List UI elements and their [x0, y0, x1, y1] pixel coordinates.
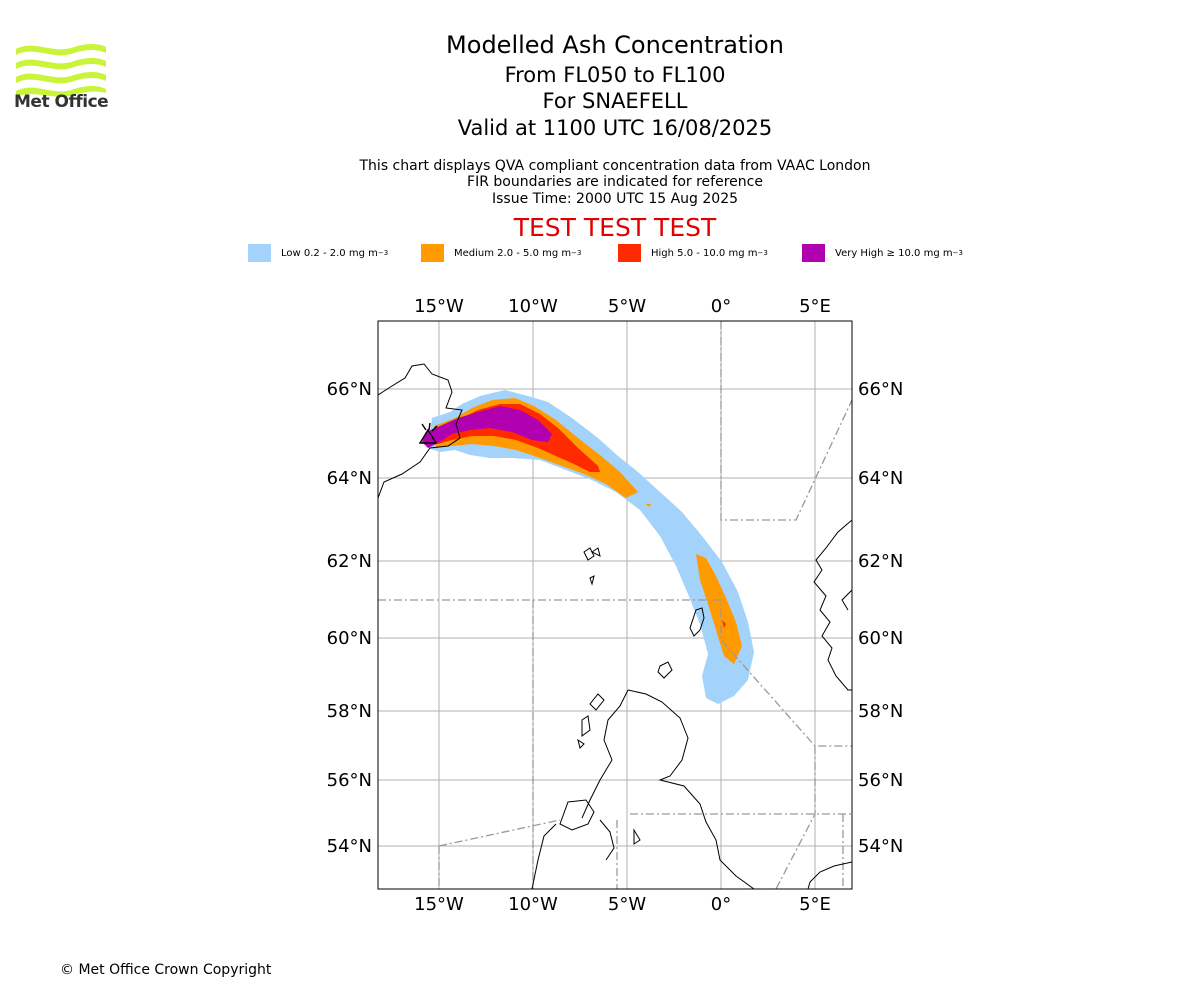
legend-swatch-medium: [421, 244, 444, 262]
fir-boundaries: [378, 321, 852, 889]
legend-label-high: High 5.0 - 10.0 mg m: [651, 247, 758, 259]
ash-very-high-region: [422, 406, 552, 448]
legend-unit-exponent: −3: [377, 249, 389, 257]
lon-label-bottom: 5°E: [799, 894, 831, 915]
lon-label-top: 5°E: [799, 296, 831, 317]
legend-item-low: Low 0.2 - 2.0 mg m −3: [248, 244, 388, 262]
copyright-text: © Met Office Crown Copyright: [60, 962, 272, 978]
ash-medium-region: [646, 504, 651, 507]
chart-title: Modelled Ash Concentration: [446, 31, 784, 59]
chart-description: This chart displays QVA compliant concen…: [359, 158, 871, 174]
lat-label-right: 64°N: [858, 468, 903, 489]
valid-time: Valid at 1100 UTC 16/08/2025: [457, 116, 773, 140]
issue-time: Issue Time: 2000 UTC 15 Aug 2025: [491, 191, 739, 207]
flight-level-range: From FL050 to FL100: [504, 63, 726, 87]
legend-swatch-very-high: [802, 244, 825, 262]
met-office-logo: [16, 44, 106, 97]
lat-label-right: 60°N: [858, 628, 903, 649]
legend-unit-exponent: −3: [757, 249, 768, 257]
legend-item-medium: Medium 2.0 - 5.0 mg m −3: [421, 244, 581, 262]
legend-item-high: High 5.0 - 10.0 mg m −3: [618, 244, 768, 262]
lat-label-left: 56°N: [327, 770, 372, 791]
lon-label-bottom: 5°W: [608, 894, 646, 915]
lat-label-right: 54°N: [858, 836, 903, 857]
volcano-name: For SNAEFELL: [542, 89, 688, 113]
legend-item-very-high: Very High ≥ 10.0 mg m −3: [802, 244, 963, 262]
volcano-icon: [418, 422, 438, 444]
lat-label-right: 66°N: [858, 379, 903, 400]
ash-medium-region: [696, 554, 742, 664]
lat-label-left: 60°N: [327, 628, 372, 649]
lon-label-bottom: 0°: [711, 894, 731, 915]
test-banner: TEST TEST TEST: [513, 213, 717, 242]
lon-label-top: 10°W: [508, 296, 558, 317]
lat-label-right: 56°N: [858, 770, 903, 791]
lat-label-right: 58°N: [858, 701, 903, 722]
lat-label-left: 64°N: [327, 468, 372, 489]
lon-label-bottom: 10°W: [508, 894, 558, 915]
legend-label-low: Low 0.2 - 2.0 mg m: [281, 247, 378, 259]
lon-label-top: 15°W: [414, 296, 464, 317]
lon-label-top: 5°W: [608, 296, 646, 317]
legend-unit-exponent: −3: [952, 249, 963, 257]
lat-label-right: 62°N: [858, 551, 903, 572]
lat-label-left: 62°N: [327, 551, 372, 572]
legend-unit-exponent: −3: [571, 249, 582, 257]
lon-label-top: 0°: [711, 296, 731, 317]
lat-label-left: 66°N: [327, 379, 372, 400]
legend-label-medium: Medium 2.0 - 5.0 mg m: [454, 247, 572, 259]
legend-swatch-high: [618, 244, 641, 262]
lat-label-left: 54°N: [327, 836, 372, 857]
fir-note: FIR boundaries are indicated for referen…: [467, 174, 763, 190]
coastlines: [378, 363, 852, 889]
lat-label-left: 58°N: [327, 701, 372, 722]
met-office-logo-text: Met Office: [14, 92, 109, 112]
legend-label-very-high: Very High ≥ 10.0 mg m: [835, 247, 953, 259]
map-frame: [377, 320, 853, 890]
lon-label-bottom: 15°W: [414, 894, 464, 915]
legend-swatch-low: [248, 244, 271, 262]
graticule: [378, 321, 852, 889]
ash-high-region: [722, 620, 726, 628]
